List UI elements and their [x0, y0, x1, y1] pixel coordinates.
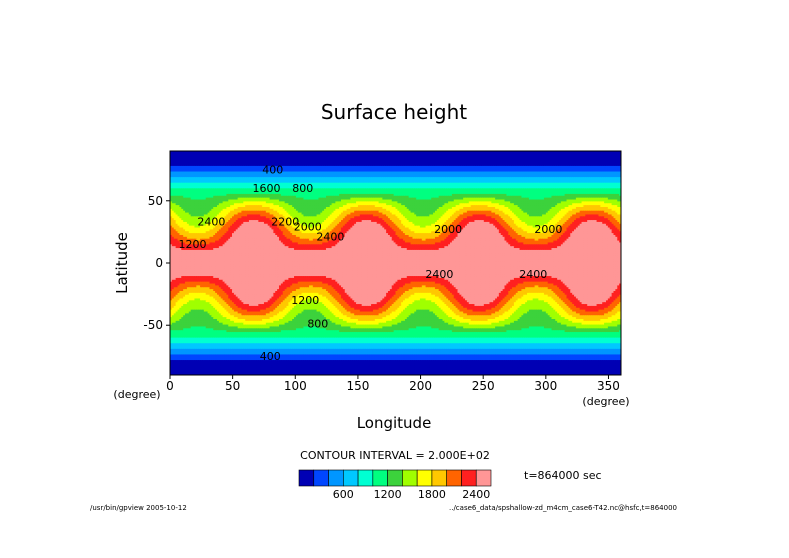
contour-fill-layer: [170, 151, 622, 376]
chart-title: Surface height: [321, 100, 467, 124]
